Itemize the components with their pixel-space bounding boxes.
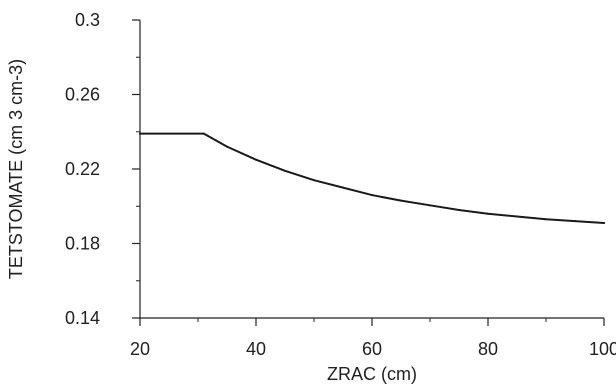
x-tick-label: 100	[589, 339, 616, 359]
data-point	[545, 218, 547, 221]
y-tick-label: 0.22	[65, 159, 100, 179]
data-point	[226, 145, 228, 148]
y-tick-label: 0.26	[65, 85, 100, 105]
data-point	[284, 169, 286, 172]
data-point	[603, 222, 605, 225]
data-point	[458, 208, 460, 211]
data-point	[400, 199, 402, 202]
series-layer	[139, 132, 605, 225]
series-line	[139, 132, 605, 225]
x-tick-label: 60	[362, 339, 382, 359]
axes	[139, 20, 604, 319]
y-axis-title: TETSTOMATE (cm 3 cm-3)	[6, 59, 26, 279]
y-tick-label: 0.14	[65, 308, 100, 328]
x-tick-label: 20	[130, 339, 150, 359]
data-point	[574, 220, 576, 223]
data-point	[342, 186, 344, 189]
data-point	[371, 194, 373, 197]
data-point	[255, 158, 257, 161]
data-point	[429, 204, 431, 207]
data-point	[516, 215, 518, 218]
x-axis-title: ZRAC (cm)	[327, 364, 417, 384]
y-tick-label: 0.18	[65, 234, 100, 254]
data-point	[202, 132, 205, 135]
data-point	[487, 212, 489, 215]
y-tick-label: 0.3	[75, 10, 100, 30]
x-tick-label: 40	[246, 339, 266, 359]
data-point	[139, 132, 141, 135]
data-point	[313, 179, 315, 182]
x-tick-label: 80	[478, 339, 498, 359]
y-ticks: 0.14 0.18 0.22 0.26 0.3	[65, 10, 140, 328]
x-ticks: 20 40 60 80 100	[130, 318, 616, 359]
